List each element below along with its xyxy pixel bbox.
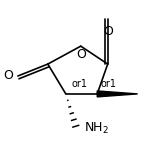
Text: NH$_2$: NH$_2$ bbox=[84, 121, 109, 136]
Text: or1: or1 bbox=[100, 79, 116, 89]
Polygon shape bbox=[97, 91, 138, 97]
Text: O: O bbox=[103, 25, 113, 38]
Text: or1: or1 bbox=[72, 79, 88, 89]
Text: O: O bbox=[4, 69, 13, 83]
Text: O: O bbox=[76, 48, 86, 61]
